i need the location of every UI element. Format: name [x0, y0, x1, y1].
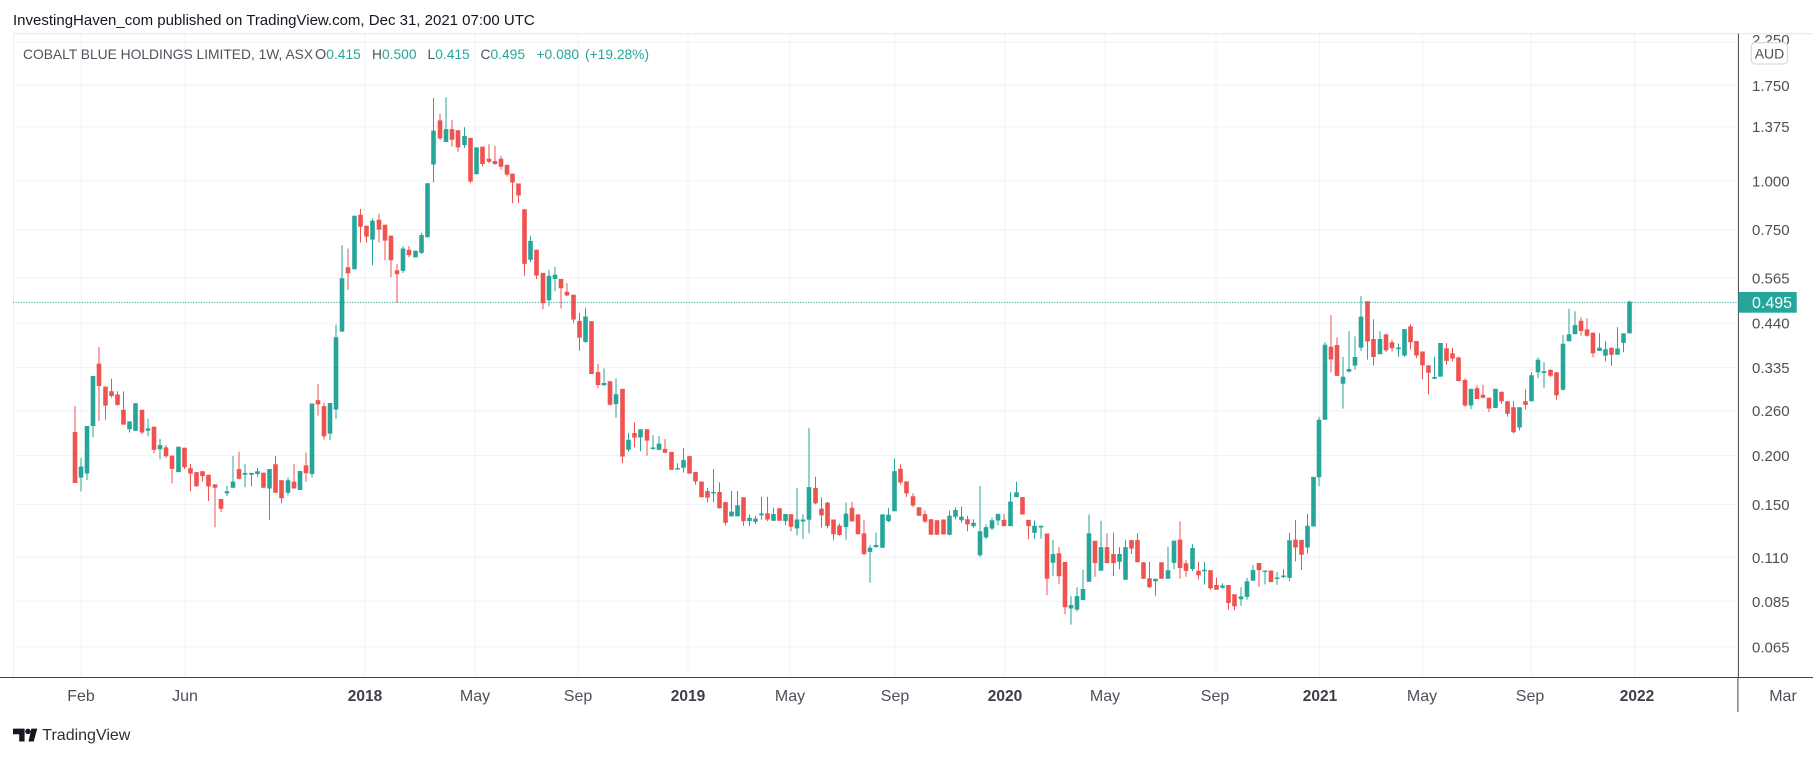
svg-text:Mar: Mar — [1769, 688, 1797, 705]
svg-text:0.260: 0.260 — [1752, 403, 1790, 420]
svg-text:TradingView: TradingView — [42, 727, 130, 744]
svg-text:0.110: 0.110 — [1752, 550, 1788, 567]
svg-text:May: May — [775, 688, 805, 705]
svg-text:0.200: 0.200 — [1752, 448, 1790, 465]
svg-text:May: May — [1090, 688, 1120, 705]
svg-text:0.150: 0.150 — [1752, 497, 1790, 514]
svg-text:Jun: Jun — [172, 688, 198, 705]
svg-text:0.565: 0.565 — [1752, 271, 1790, 288]
svg-text:0.750: 0.750 — [1752, 222, 1790, 239]
svg-text:1.750: 1.750 — [1752, 78, 1790, 95]
svg-text:InvestingHaven_com published o: InvestingHaven_com published on TradingV… — [13, 12, 535, 29]
svg-text:Sep: Sep — [881, 688, 910, 705]
svg-text:Sep: Sep — [1516, 688, 1545, 705]
svg-text:May: May — [460, 688, 490, 705]
svg-text:0.495: 0.495 — [1752, 295, 1792, 312]
svg-text:2019: 2019 — [671, 688, 706, 705]
svg-text:COBALT BLUE HOLDINGS LIMITED,: COBALT BLUE HOLDINGS LIMITED, 1W, ASX O0.… — [23, 47, 649, 63]
svg-text:May: May — [1407, 688, 1437, 705]
svg-text:Sep: Sep — [1201, 688, 1230, 705]
svg-text:Sep: Sep — [564, 688, 593, 705]
svg-text:Feb: Feb — [67, 688, 95, 705]
svg-text:0.065: 0.065 — [1752, 640, 1790, 657]
svg-text:1.000: 1.000 — [1752, 174, 1790, 191]
svg-text:0.440: 0.440 — [1752, 316, 1790, 333]
svg-text:2020: 2020 — [988, 688, 1022, 705]
svg-text:2022: 2022 — [1620, 688, 1654, 705]
svg-text:2021: 2021 — [1303, 688, 1338, 705]
svg-text:AUD: AUD — [1755, 45, 1785, 61]
svg-text:2018: 2018 — [348, 688, 383, 705]
svg-text:0.335: 0.335 — [1752, 360, 1790, 377]
svg-text:0.085: 0.085 — [1752, 594, 1790, 611]
svg-text:1.375: 1.375 — [1752, 119, 1790, 136]
